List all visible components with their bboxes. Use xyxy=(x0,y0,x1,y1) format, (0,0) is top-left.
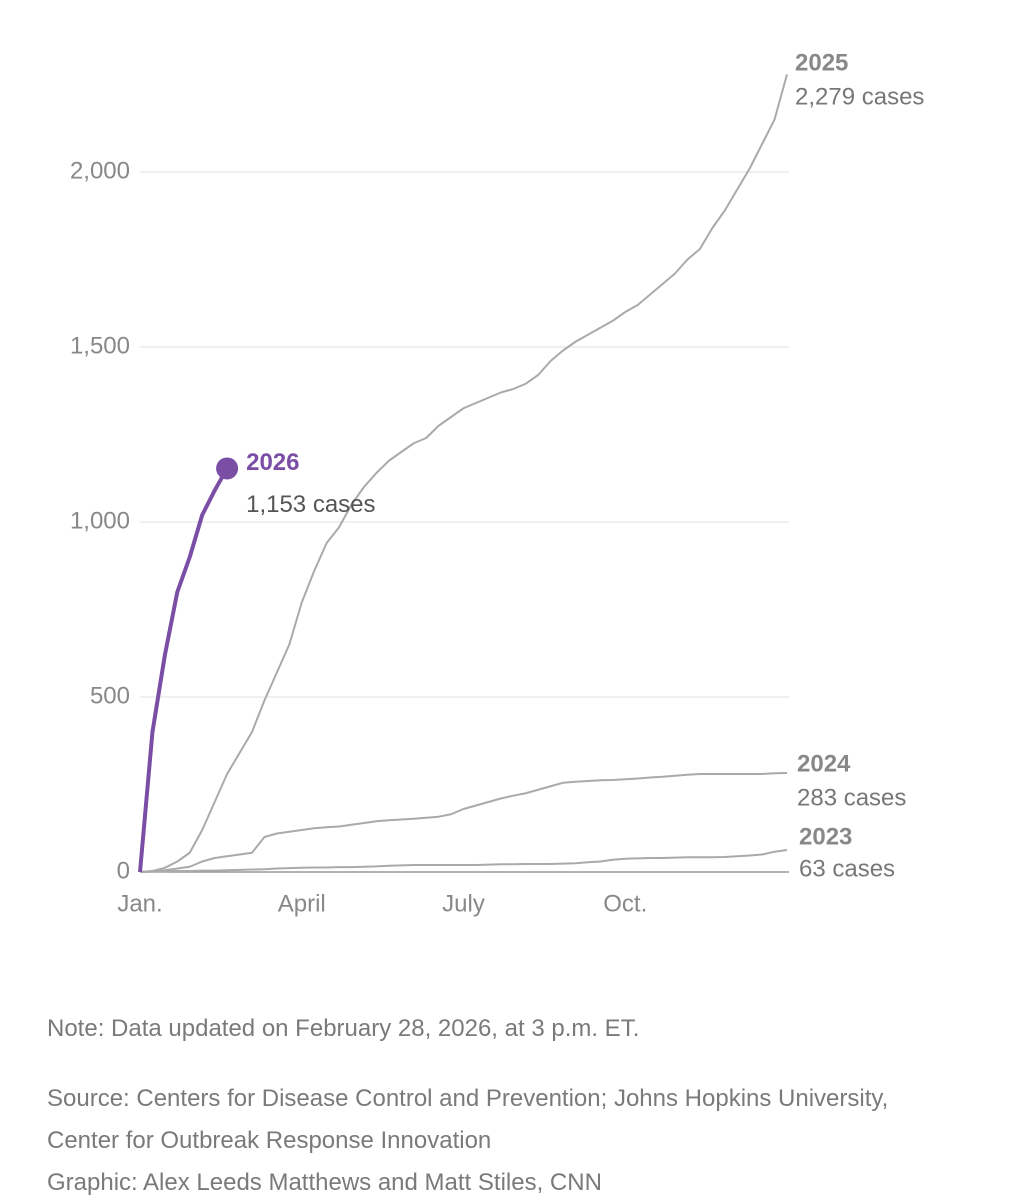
end-dot xyxy=(216,457,239,480)
series-name: 2023 xyxy=(799,823,852,850)
y-tick-label: 1,500 xyxy=(70,332,130,359)
chart: 0 500 1,000 1,500 2,000 Jan. April July Oct. 2023… xyxy=(70,50,924,918)
series-label: 2,279 cases xyxy=(795,84,924,111)
y-tick-label: 2,000 xyxy=(70,157,130,184)
notes: Note: Data updated on February 28, 2026,… xyxy=(47,1008,927,1204)
series-label: 1,153 cases xyxy=(246,491,375,518)
x-tick-label: Oct. xyxy=(603,890,647,917)
x-tick-label: April xyxy=(278,890,326,917)
credit: Graphic: Alex Leeds Matthews and Matt St… xyxy=(47,1169,602,1196)
series-name: 2025 xyxy=(795,50,848,77)
series-line xyxy=(139,74,788,873)
x-tick-label: Jan. xyxy=(117,890,162,917)
series-name: 2024 xyxy=(797,750,851,777)
note: Note: Data updated on February 28, 2026,… xyxy=(47,1015,640,1042)
y-tick-label: 500 xyxy=(90,682,130,709)
y-tick-label: 1,000 xyxy=(70,507,130,534)
series-line xyxy=(139,848,788,873)
series-label: 283 cases xyxy=(797,784,906,811)
x-tick-label: July xyxy=(442,890,485,917)
source: Source: Centers for Disease Control and … xyxy=(47,1085,889,1154)
series-name: 2026 xyxy=(246,449,299,476)
series-label: 63 cases xyxy=(799,855,895,882)
series-line xyxy=(139,771,788,873)
series-line xyxy=(138,467,229,873)
y-tick-label: 0 xyxy=(117,857,130,884)
